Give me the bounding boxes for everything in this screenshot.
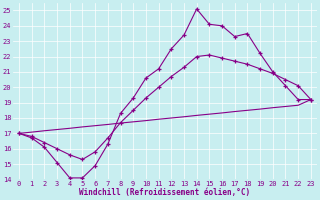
X-axis label: Windchill (Refroidissement éolien,°C): Windchill (Refroidissement éolien,°C)	[79, 188, 251, 197]
